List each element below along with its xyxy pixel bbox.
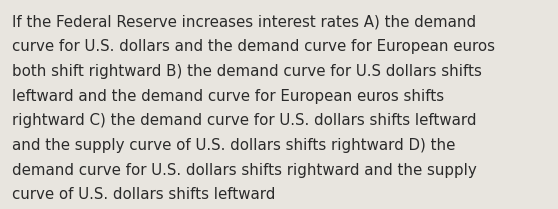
Text: curve for U.S. dollars and the demand curve for European euros: curve for U.S. dollars and the demand cu… [12,39,496,54]
Text: leftward and the demand curve for European euros shifts: leftward and the demand curve for Europe… [12,89,444,104]
Text: curve of U.S. dollars shifts leftward: curve of U.S. dollars shifts leftward [12,187,276,202]
Text: rightward C) the demand curve for U.S. dollars shifts leftward: rightward C) the demand curve for U.S. d… [12,113,477,128]
Text: both shift rightward B) the demand curve for U.S dollars shifts: both shift rightward B) the demand curve… [12,64,482,79]
Text: If the Federal Reserve increases interest rates A) the demand: If the Federal Reserve increases interes… [12,15,477,30]
Text: and the supply curve of U.S. dollars shifts rightward D) the: and the supply curve of U.S. dollars shi… [12,138,456,153]
Text: demand curve for U.S. dollars shifts rightward and the supply: demand curve for U.S. dollars shifts rig… [12,163,477,178]
